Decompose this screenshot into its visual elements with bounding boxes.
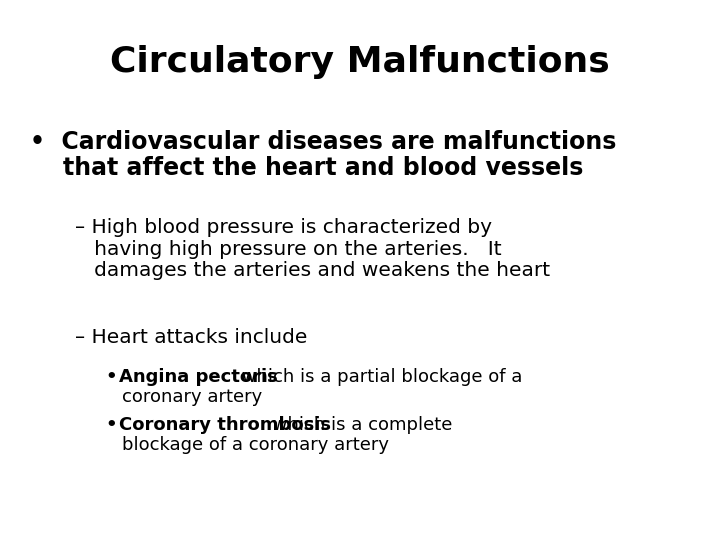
- Text: blockage of a coronary artery: blockage of a coronary artery: [122, 436, 389, 454]
- Text: •: •: [105, 416, 117, 434]
- Text: Angina pectoris: Angina pectoris: [119, 368, 278, 386]
- Text: Circulatory Malfunctions: Circulatory Malfunctions: [110, 45, 610, 79]
- Text: •  Cardiovascular diseases are malfunctions: • Cardiovascular diseases are malfunctio…: [30, 130, 616, 154]
- Text: – High blood pressure is characterized by: – High blood pressure is characterized b…: [75, 218, 492, 237]
- Text: – Heart attacks include: – Heart attacks include: [75, 328, 307, 347]
- Text: coronary artery: coronary artery: [122, 388, 262, 406]
- Text: which is a partial blockage of a: which is a partial blockage of a: [236, 368, 523, 386]
- Text: which is a complete: which is a complete: [267, 416, 453, 434]
- Text: having high pressure on the arteries.   It: having high pressure on the arteries. It: [75, 240, 502, 259]
- Text: that affect the heart and blood vessels: that affect the heart and blood vessels: [30, 157, 583, 180]
- Text: •: •: [105, 368, 117, 386]
- Text: damages the arteries and weakens the heart: damages the arteries and weakens the hea…: [75, 261, 550, 280]
- Text: Coronary thrombosis: Coronary thrombosis: [119, 416, 331, 434]
